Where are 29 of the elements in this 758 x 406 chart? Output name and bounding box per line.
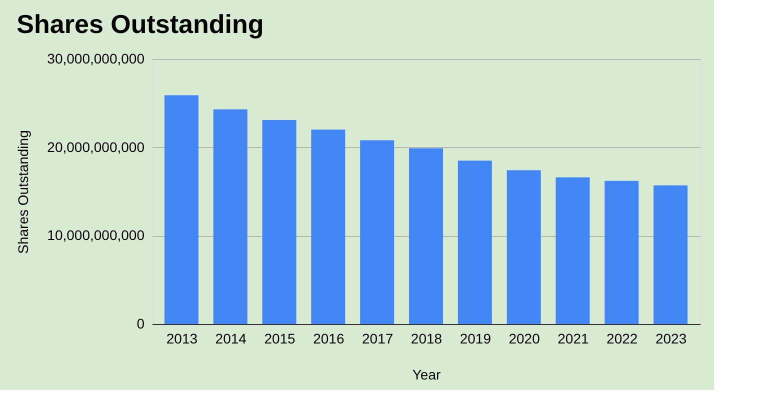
bar xyxy=(164,95,198,324)
x-tick-label: 2019 xyxy=(460,330,492,346)
bar xyxy=(213,109,248,324)
bar xyxy=(458,160,492,324)
y-tick-label: 0 xyxy=(136,316,145,332)
x-tick-label: 2020 xyxy=(508,330,540,346)
bar xyxy=(556,177,590,324)
y-tick-label: 10,000,000,000 xyxy=(47,227,145,244)
x-tick-label: 2023 xyxy=(655,330,687,346)
y-axis-title: Shares Outstanding xyxy=(15,130,32,254)
x-tick-label: 2018 xyxy=(410,330,442,346)
chart-title: Shares Outstanding xyxy=(16,9,264,39)
bar xyxy=(409,148,443,324)
bar xyxy=(262,120,296,324)
x-tick-label: 2013 xyxy=(166,330,198,346)
bar xyxy=(360,140,394,324)
y-tick-label: 20,000,000,000 xyxy=(47,138,145,155)
x-tick-label: 2022 xyxy=(606,330,638,346)
y-tick-label: 30,000,000,000 xyxy=(47,50,145,66)
x-tick-label: 2015 xyxy=(264,330,296,346)
bar xyxy=(311,130,346,324)
bar xyxy=(604,180,639,324)
x-tick-label: 2021 xyxy=(558,330,590,346)
x-tick-label: 2014 xyxy=(215,330,247,346)
x-axis-title: Year xyxy=(412,366,441,382)
x-tick-label: 2016 xyxy=(313,330,344,346)
bar xyxy=(654,185,688,324)
bar xyxy=(506,170,541,324)
x-tick-label: 2017 xyxy=(362,330,394,346)
